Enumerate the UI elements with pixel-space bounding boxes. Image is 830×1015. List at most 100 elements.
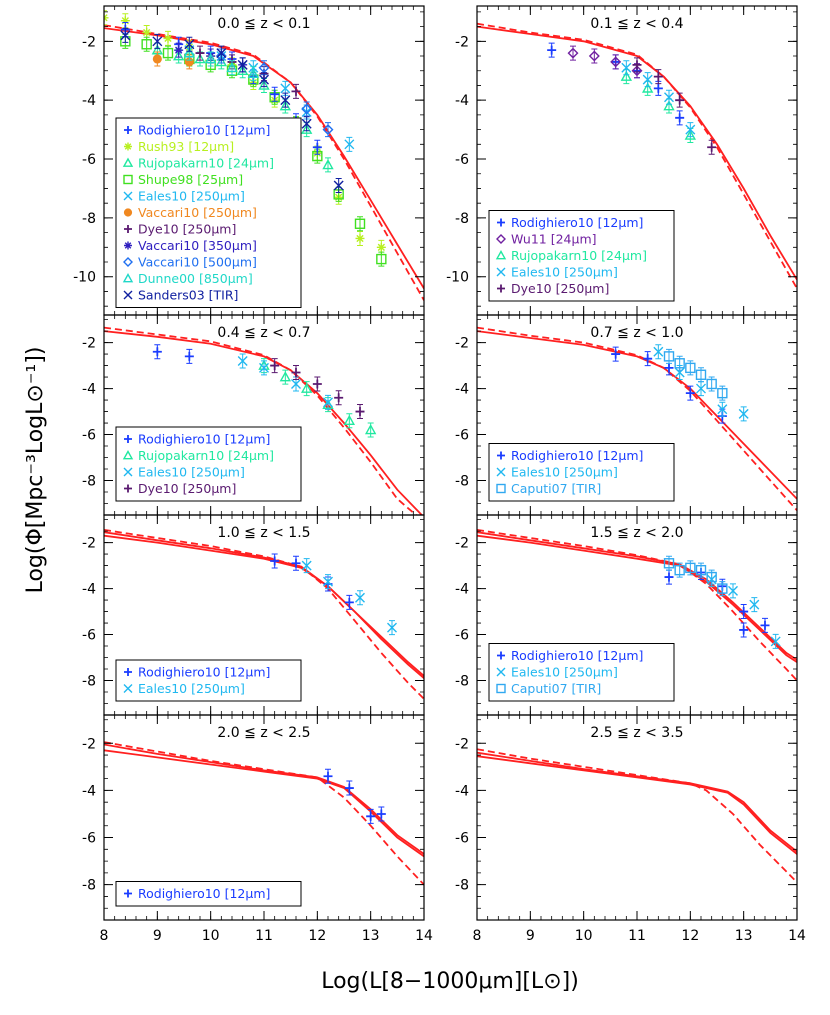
- legend-box: [488, 643, 675, 702]
- x-tick-label: 13: [735, 928, 753, 944]
- data-point: [695, 369, 707, 380]
- legend-label: Rodighiero10 [12μm]: [138, 665, 270, 680]
- legend-marker: [497, 451, 505, 460]
- panel-title: 0.0 ≦ z < 0.1: [217, 16, 310, 32]
- y-tick-label: -10: [446, 270, 469, 286]
- legend-label: Dunne00 [850μm]: [138, 271, 253, 286]
- model-curve-dashed: [104, 24, 424, 301]
- data-point: [685, 362, 696, 374]
- data-point: [162, 47, 174, 59]
- legend-label: Rodighiero10 [12μm]: [138, 123, 270, 138]
- data-point: [717, 583, 728, 594]
- panel-2: -10 -8 -6 -4 -2 0.1 ≦ z < 0.4 Rodighiero10 [12…: [446, 5, 798, 316]
- y-axis-title: Log(Φ[Mpc⁻³LogL⊙⁻¹]): [23, 347, 48, 594]
- legend-marker: [124, 225, 132, 233]
- legend-label: Dye10 [250μm]: [138, 481, 236, 496]
- data-point: [300, 382, 313, 393]
- data-point: [355, 233, 365, 243]
- panel-frame: [476, 714, 798, 921]
- legend-label: Vaccari10 [350μm]: [138, 238, 257, 253]
- data-point: [270, 556, 280, 566]
- panel-3: -8 -6 -4 -2 0.4 ≦ z < 0.7 Rodighiero10 [12μm]…: [82, 314, 425, 516]
- data-point: [641, 82, 654, 93]
- error-bar: [104, 10, 107, 26]
- panel-1: -10 -8 -6 -4 -2 0.0 ≦ z < 0.1 Rodighiero10 [12…: [73, 5, 425, 316]
- legend-marker: [124, 435, 132, 443]
- x-tick-label: 8: [473, 928, 482, 944]
- y-tick-label: -4: [455, 93, 469, 109]
- data-point: [226, 61, 238, 73]
- legend-label: Sanders03 [TIR]: [138, 288, 238, 303]
- legend-marker: [496, 483, 506, 494]
- data-point: [247, 67, 260, 78]
- model-curve-dashed: [477, 529, 797, 682]
- panel-grid: -10 -8 -6 -4 -2 0.0 ≦ z < 0.1 Rodighiero10 [12…: [73, 5, 806, 944]
- y-tick-label: -6: [455, 628, 469, 644]
- model-curve-solid: [104, 27, 424, 289]
- panel-title: 0.7 ≦ z < 1.0: [590, 325, 683, 341]
- data-point: [279, 100, 292, 111]
- legend-label: Rodighiero10 [12μm]: [138, 886, 270, 901]
- data-point: [653, 83, 663, 93]
- data-point: [291, 378, 301, 389]
- data-point: [685, 388, 695, 398]
- data-point: [632, 60, 642, 70]
- x-tick-label: 9: [526, 928, 535, 944]
- data-points: [323, 768, 386, 824]
- y-tick-label: -6: [455, 428, 469, 444]
- legend: Rodighiero10 [12μm] Wu11 [24μm]Rujopakarn…: [488, 210, 675, 302]
- data-point: [739, 607, 749, 617]
- data-point: [728, 585, 738, 596]
- data-point: [355, 407, 365, 417]
- legend-marker: [124, 889, 132, 898]
- legend-marker: [123, 467, 133, 477]
- data-point: [184, 351, 194, 361]
- y-tick-label: -2: [82, 736, 96, 752]
- data-point: [653, 346, 664, 357]
- y-tick-label: -8: [455, 674, 469, 690]
- x-tick-label: 10: [202, 928, 220, 944]
- data-point: [717, 404, 728, 415]
- data-point: [707, 142, 717, 152]
- model-curve-dashed: [477, 748, 797, 883]
- legend-marker: [124, 126, 132, 134]
- data-points: [611, 344, 749, 424]
- legend-marker: [124, 241, 132, 250]
- panel-8: 8 9 10 11 12 13 14 -8 -6 -4 -2 2.5 ≦ z < 3.5: [455, 714, 806, 944]
- data-point: [152, 54, 162, 64]
- data-point: [270, 89, 280, 99]
- y-tick-label: -4: [82, 582, 96, 598]
- data-point: [366, 811, 376, 821]
- data-point: [611, 349, 621, 359]
- legend-marker: [496, 683, 506, 694]
- data-point: [653, 72, 663, 82]
- y-tick-label: -8: [455, 878, 469, 894]
- data-point: [291, 558, 301, 568]
- model-curve-solid: [477, 531, 797, 661]
- x-tick-label: 11: [628, 928, 646, 944]
- data-point: [279, 371, 292, 382]
- data-point: [301, 560, 312, 571]
- data-point: [674, 358, 685, 369]
- model-curve-solid: [477, 751, 797, 853]
- data-point: [322, 158, 334, 170]
- data-point: [354, 218, 366, 229]
- data-point: [364, 424, 377, 435]
- y-tick-label: -2: [82, 34, 96, 50]
- data-point: [152, 347, 162, 357]
- panel-title: 1.0 ≦ z < 1.5: [217, 525, 310, 541]
- y-tick-label: -2: [455, 536, 469, 552]
- legend-box: [115, 426, 302, 502]
- y-tick-label: -6: [82, 152, 96, 168]
- legend: Rodighiero10 [12μm] Eales10 [250μm]Caputi…: [488, 443, 675, 502]
- y-tick-label: -4: [82, 93, 96, 109]
- data-point: [312, 142, 322, 152]
- x-tick-label: 14: [415, 928, 433, 944]
- legend-label: Rodighiero10 [12μm]: [511, 648, 643, 663]
- model-curve-solid: [104, 531, 424, 677]
- legend-marker: [123, 290, 133, 300]
- legend-marker: [122, 273, 134, 283]
- legend-label: Rodighiero10 [12μm]: [138, 432, 270, 447]
- model-curves: [104, 741, 424, 886]
